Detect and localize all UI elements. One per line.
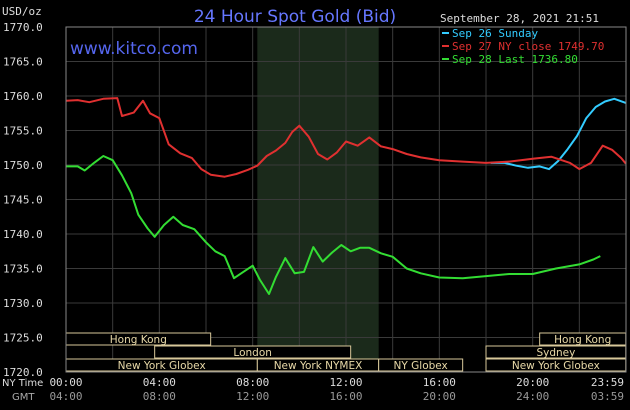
y-tick-label: 1725.0 (3, 332, 43, 345)
y-tick-label: 1760.0 (3, 90, 43, 103)
y-tick-label: 1765.0 (3, 56, 43, 69)
y-axis: 1770.0 1765.0 1760.0 1755.0 1750.0 1745.0 1740… (3, 21, 43, 379)
y-tick-label: 1735.0 (3, 263, 43, 276)
ny-time-tick: 16:00 (423, 376, 456, 389)
y-tick-label: 1755.0 (3, 125, 43, 138)
legend-entry: Sep 26 Sunday (452, 27, 538, 40)
session-label: Hong Kong (554, 334, 611, 346)
y-tick-label: 1770.0 (3, 21, 43, 34)
source-watermark: www.kitco.com (70, 39, 198, 59)
session-label: NY Globex (394, 360, 448, 372)
x-row-label-ny: NY Time (2, 378, 43, 389)
gmt-time-tick: 12:00 (236, 390, 269, 403)
series-line (65, 97, 627, 178)
y-tick-label: 1730.0 (3, 297, 43, 310)
plot-frame (65, 26, 627, 373)
y-tick-label: 1720.0 (3, 366, 43, 379)
chart-timestamp: September 28, 2021 21:51 (440, 12, 599, 25)
ny-time-tick: 08:00 (236, 376, 269, 389)
ny-time-tick: 00:00 (49, 376, 82, 389)
gmt-time-tick: 03:59 (591, 390, 624, 403)
y-unit-label: USD/oz (2, 5, 42, 18)
gmt-time-tick: 24:00 (516, 390, 549, 403)
price-series (65, 97, 627, 295)
legend-entry: Sep 27 NY close 1749.70 (452, 40, 604, 53)
session-label: New York NYMEX (274, 360, 363, 372)
session-label: New York Globex (512, 360, 600, 372)
series-line (490, 97, 627, 171)
session-label: New York Globex (118, 360, 206, 372)
legend-entry: Sep 28 Last 1736.80 (452, 53, 578, 66)
series-line (66, 155, 601, 295)
ny-time-tick: 23:59 (591, 376, 624, 389)
ny-time-tick: 20:00 (516, 376, 549, 389)
chart-title: 24 Hour Spot Gold (Bid) (194, 7, 396, 27)
gmt-time-tick: 16:00 (329, 390, 362, 403)
gmt-time-tick: 20:00 (423, 390, 456, 403)
y-tick-label: 1745.0 (3, 194, 43, 207)
session-box (378, 358, 464, 372)
x-row-label-gmt: GMT (12, 392, 35, 403)
session-label: London (233, 347, 272, 359)
gmt-time-tick: 08:00 (143, 390, 176, 403)
y-tick-label: 1750.0 (3, 159, 43, 172)
session-box (154, 345, 352, 359)
y-tick-label: 1740.0 (3, 228, 43, 241)
ny-time-tick: 04:00 (143, 376, 176, 389)
session-label: Hong Kong (110, 334, 167, 346)
gmt-time-tick: 04:00 (49, 390, 82, 403)
ny-time-tick: 12:00 (329, 376, 362, 389)
session-label: Sydney (536, 347, 575, 359)
